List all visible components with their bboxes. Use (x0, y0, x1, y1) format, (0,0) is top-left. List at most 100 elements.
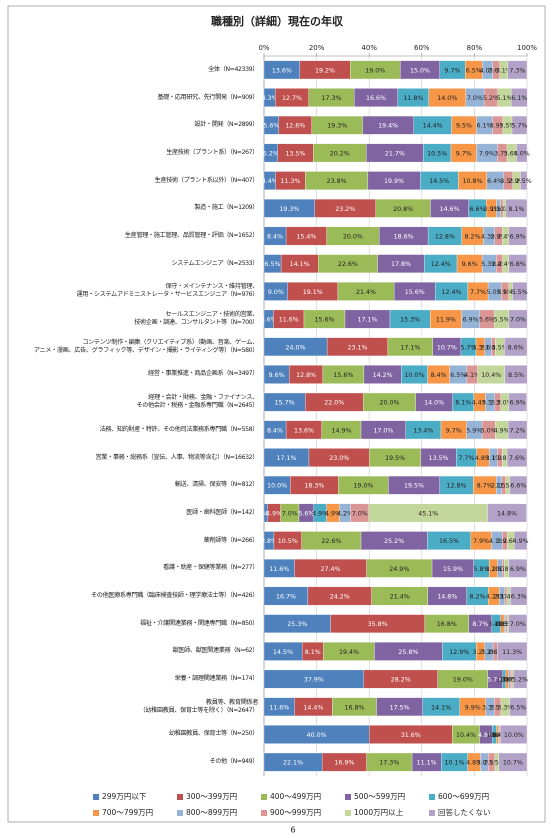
data-label: 2.1% (494, 594, 510, 601)
bar-segment (504, 365, 528, 384)
data-label: 11.9% (436, 317, 456, 324)
data-label: 7.3% (509, 67, 525, 74)
legend-swatch (177, 809, 183, 816)
data-label: 16.8% (437, 621, 457, 628)
data-label: 27.4% (321, 566, 341, 573)
bar-segment (498, 752, 528, 772)
data-label: 7.0% (510, 621, 526, 628)
data-label: 13.5% (428, 455, 448, 462)
data-label: 20.8% (393, 206, 413, 213)
data-label: 4.3% (262, 95, 278, 102)
data-label: 3.1% (485, 455, 501, 462)
data-label: 25.8% (398, 649, 418, 656)
y-tick-label: 教員等、教育関係者 （幼稚園教員、保育士等を除く）（N=2647） (139, 698, 259, 714)
data-label: 16.9% (334, 760, 354, 767)
data-label: 1.5% (500, 483, 516, 490)
data-label: 19.0% (353, 483, 373, 490)
page-number: 6 (290, 826, 295, 835)
y-tick-label: 栄養・調理関連業務（N=174） (174, 675, 259, 683)
data-label: 10.0% (404, 372, 424, 379)
data-label: 4.2% (337, 510, 353, 517)
data-label: 9.5% (456, 123, 472, 130)
data-label: 9.7% (456, 150, 472, 157)
data-label: 9.7% (446, 427, 462, 434)
data-label: 4.9% (513, 538, 529, 545)
bar-segment (487, 503, 527, 523)
data-label: 4.8% (478, 732, 494, 739)
legend-item: 400～499万円 (261, 791, 321, 802)
data-label: 12.7% (282, 95, 302, 102)
data-label: 4.8% (475, 455, 491, 462)
data-label: 15.6% (405, 289, 425, 296)
data-label: 16.7% (276, 594, 296, 601)
data-label: 7.2% (510, 427, 526, 434)
legend-swatch (261, 793, 267, 800)
data-label: 20.2% (330, 150, 350, 157)
data-label: 11.3% (280, 178, 300, 185)
data-label: 3.4% (488, 621, 504, 628)
data-label: 10.8% (463, 178, 483, 185)
data-label: 2.5% (484, 760, 500, 767)
y-tick-label: 経理・会計・財務、金融・ファイナンス、 その他会計・税務・金融系専門職（N=26… (136, 394, 258, 410)
y-tick-label: 生産技術（プラント系）（N=267） (166, 148, 258, 156)
data-label: 21.4% (390, 594, 410, 601)
data-label: 19.5% (404, 483, 424, 490)
data-label: 21.4% (356, 289, 376, 296)
bar-segment (508, 559, 528, 578)
data-label: 9.6% (462, 261, 478, 268)
y-tick-label: 製造・施工（N=1209） (194, 204, 258, 212)
data-label: 1.9% (497, 538, 513, 545)
data-label: 6.9% (463, 317, 479, 324)
data-label: 23.0% (329, 455, 349, 462)
y-tick-label: 営業・事務・総務系（宣伝、人事、物流等含む）（N=16632） (95, 453, 259, 461)
data-label: 0.8% (490, 732, 506, 739)
data-label: 9.0% (268, 289, 284, 296)
data-label: 35.8% (368, 621, 388, 628)
data-label: 8.2% (470, 594, 486, 601)
data-label: 1.5% (490, 206, 506, 213)
data-label: 1.4% (503, 289, 519, 296)
data-label: 14.1% (290, 261, 310, 268)
data-label: 17.3% (379, 760, 399, 767)
y-tick-label: 生産技術（プラント系以外）（N=407） (154, 176, 259, 184)
y-tick-label: 保守・メインテナンス・維持管理、 運用・システムアドミニストレータ・サービスエン… (76, 283, 259, 299)
y-tick-label: 医師・歯科医師（N=142） (186, 508, 258, 516)
data-label: 15.7% (275, 400, 295, 407)
data-label: 5.9% (466, 427, 482, 434)
data-label: 4.9% (325, 510, 341, 517)
data-label: 5.6% (298, 510, 314, 517)
data-label: 3.9% (490, 123, 506, 130)
data-label: 17.1% (276, 455, 296, 462)
bar-segment (511, 88, 528, 107)
data-label: 19.4% (339, 649, 359, 656)
data-label: 37.9% (304, 677, 324, 684)
data-label: 12.8% (435, 234, 455, 241)
data-label: 5.1% (497, 95, 513, 102)
data-label: 6.5% (510, 704, 526, 711)
data-label: 2.4% (491, 261, 507, 268)
chart-title: 職種別（詳細）現在の年収 (211, 14, 344, 28)
data-label: 16.5% (439, 538, 459, 545)
data-label: 3.9% (483, 206, 499, 213)
data-label: 1.5% (489, 760, 505, 767)
data-label: 17.1% (357, 317, 377, 324)
data-label: 18.6% (394, 234, 414, 241)
data-label: 3.3% (472, 344, 488, 351)
y-tick-label: 全体（N=42339） (208, 65, 258, 73)
data-label: 19.1% (303, 289, 323, 296)
data-label: 16.6% (366, 95, 386, 102)
data-label: 10.5% (427, 150, 447, 157)
data-label: 25.3% (287, 621, 307, 628)
data-label: 14.8% (437, 594, 457, 601)
data-label: 24.9% (389, 566, 409, 573)
data-label: 10.7% (503, 760, 523, 767)
data-label: 19.0% (453, 677, 473, 684)
data-label: 22.1% (283, 760, 303, 767)
legend-item: 1000万円以上 (345, 807, 403, 818)
data-label: 10.4% (456, 732, 476, 739)
bar-segment (497, 642, 528, 661)
data-label: 1.4% (485, 344, 501, 351)
data-label: 4.8% (466, 760, 482, 767)
data-label: 14.5% (273, 649, 293, 656)
y-tick-label: 設計・開発（N=2899） (194, 121, 258, 129)
